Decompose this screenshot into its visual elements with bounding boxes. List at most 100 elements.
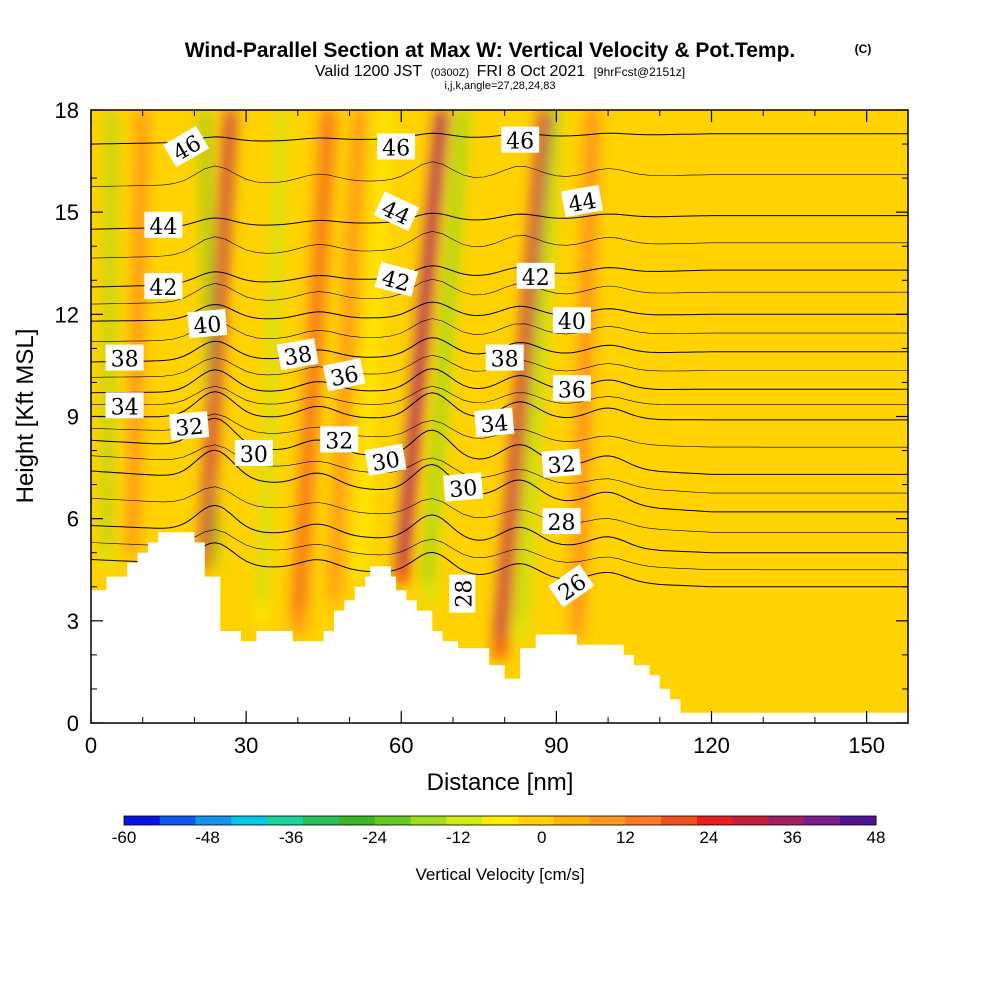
y-tick-label: 12 [55, 302, 79, 327]
colorbar: -60 -48 -36 -24 -12 0 12 24 36 48 [112, 815, 885, 847]
contour-label-34: 34 [474, 407, 515, 438]
colorbar-swatch [124, 816, 161, 825]
isentrope-minor-0 [91, 529, 908, 571]
y-tick-label: 18 [55, 98, 79, 123]
copyright-mark: (C) [855, 42, 872, 56]
colorbar-tick-label: 12 [616, 828, 635, 847]
contour-label-text: 46 [382, 136, 410, 161]
contour-label-34: 34 [105, 392, 144, 420]
y-tick-label: 3 [67, 609, 79, 634]
contour-label-box [374, 261, 419, 297]
colorbar-swatch [231, 816, 268, 825]
colorbar-frame [123, 815, 877, 826]
contour-label-38: 38 [485, 344, 524, 373]
contour-label-40: 40 [187, 308, 228, 340]
contour-label-box [485, 344, 524, 371]
terrain-mask [91, 532, 908, 723]
contour-label-text: 38 [111, 348, 139, 373]
contour-label-40: 40 [552, 307, 591, 335]
vertical-velocity-shading [102, 110, 599, 659]
contour-label-text: 34 [479, 411, 509, 438]
y-tick-label: 0 [67, 711, 79, 736]
x-tick-label: 30 [234, 733, 258, 758]
contour-label-box [552, 375, 591, 402]
isentrope-30 [91, 449, 908, 513]
isentrope-minor-7 [91, 278, 908, 305]
contour-label-text: 30 [240, 443, 268, 468]
contour-label-box [377, 133, 416, 160]
contour-label-text: 40 [192, 312, 222, 339]
contour-label-box [187, 308, 228, 339]
contour-label-text: 34 [111, 395, 139, 420]
contour-label-text: 42 [149, 276, 177, 301]
contour-label-46: 46 [377, 133, 416, 161]
contour-label-text: 30 [370, 448, 402, 477]
updraft-band-core-6 [129, 110, 146, 536]
colorbar-tick-label: -12 [446, 828, 471, 847]
updraft-band-core-3 [496, 110, 550, 638]
contour-label-box [364, 443, 407, 476]
contour-label-box [105, 392, 144, 419]
contour-label-text: 28 [452, 580, 477, 608]
grid-indices-label: i,j,k,angle=27,28,24,83 [444, 80, 555, 92]
contour-label-box [144, 273, 183, 300]
colorbar-swatch [410, 816, 447, 825]
colorbar-swatch [446, 816, 483, 825]
contour-label-30: 30 [443, 472, 484, 503]
contour-label-28: 28 [449, 574, 477, 613]
contour-label-text: 38 [282, 342, 314, 371]
downdraft-band-core-0 [104, 110, 114, 550]
colorbar-swatch [553, 816, 591, 825]
contour-label-box [322, 357, 366, 392]
contour-label-44: 44 [144, 211, 183, 240]
colorbar-swatch [482, 816, 519, 825]
x-tick-label: 0 [85, 733, 97, 758]
colorbar-swatch [195, 816, 232, 825]
contour-label-text: 28 [548, 511, 576, 536]
colorbar-swatch [840, 816, 877, 825]
contour-label-36: 36 [552, 375, 591, 403]
colorbar-swatch [768, 816, 805, 825]
contour-label-box [320, 426, 359, 453]
contour-label-box [169, 411, 210, 441]
isentrope-44 [91, 212, 908, 230]
y-tick-label: 6 [67, 507, 79, 532]
contour-label-32: 32 [169, 411, 210, 442]
contour-label-30: 30 [234, 439, 273, 468]
contour-label-38: 38 [276, 338, 319, 371]
contour-label-32: 32 [541, 448, 582, 479]
isentrope-minor-8 [91, 230, 908, 259]
x-tick-label: 150 [848, 733, 885, 758]
contour-label-text: 36 [558, 378, 586, 403]
chart-title: Wind-Parallel Section at Max W: Vertical… [185, 39, 796, 62]
colorbar-label: Vertical Velocity [cm/s] [415, 865, 584, 884]
isentrope-minor-1 [91, 486, 908, 533]
isentrope-36 [91, 368, 908, 394]
colorbar-swatch [159, 816, 197, 825]
contour-label-text: 32 [547, 452, 577, 479]
x-tick-label: 90 [544, 733, 568, 758]
isentrope-minor-2 [91, 444, 908, 494]
y-tick-label: 15 [55, 200, 79, 225]
isentrope-26 [91, 542, 908, 588]
colorbar-swatch [661, 816, 698, 825]
contour-label-box [163, 125, 210, 168]
contour-label-42: 42 [374, 261, 419, 297]
colorbar-swatch [338, 816, 376, 825]
colorbar-swatch [374, 816, 411, 825]
colorbar-tick-label: 24 [699, 828, 718, 847]
contour-label-44: 44 [373, 191, 420, 232]
colorbar-swatch [696, 816, 734, 825]
x-tick-label: 120 [693, 733, 730, 758]
contour-label-text: 38 [491, 348, 519, 373]
contour-label-box [144, 211, 183, 238]
colorbar-tick-label: 36 [783, 828, 802, 847]
colorbar-swatch [589, 816, 626, 825]
colorbar-swatch [267, 816, 304, 825]
contour-label-box [501, 126, 540, 153]
contour-label-text: 46 [506, 130, 534, 155]
